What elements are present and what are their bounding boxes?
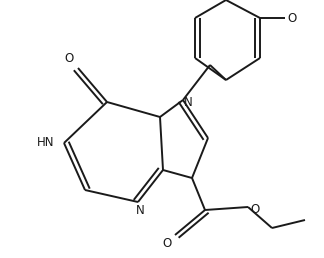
Text: HN: HN <box>37 136 54 149</box>
Text: O: O <box>287 12 296 25</box>
Text: O: O <box>250 203 259 216</box>
Text: N: N <box>184 96 193 109</box>
Text: O: O <box>163 237 172 250</box>
Text: N: N <box>136 204 145 217</box>
Text: O: O <box>65 52 74 65</box>
